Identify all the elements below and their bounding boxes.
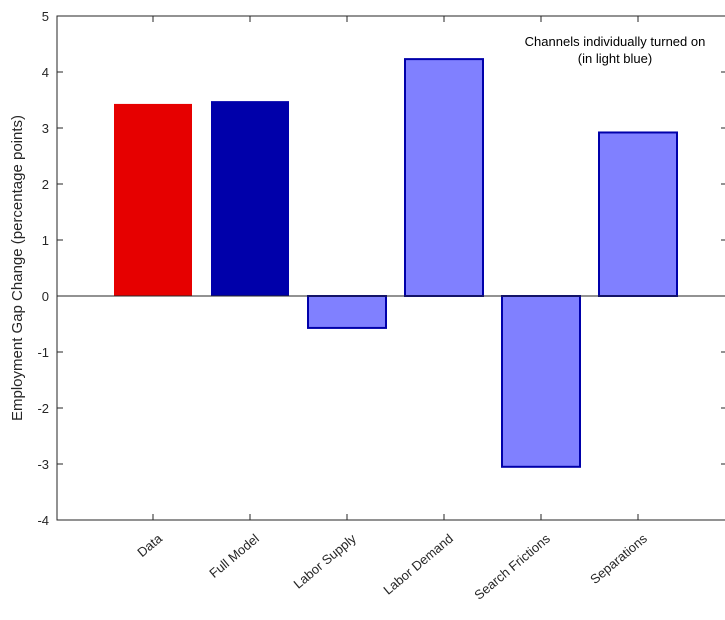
plot-frame xyxy=(56,15,725,521)
y-tick-label: 1 xyxy=(42,233,49,248)
x-tick-label: Labor Supply xyxy=(291,530,360,591)
bar-search-frictions xyxy=(501,295,581,468)
x-tick-label: Labor Demand xyxy=(380,531,456,598)
annotation-line-2: (in light blue) xyxy=(578,51,652,66)
x-tick-label: Full Model xyxy=(206,531,262,581)
bar-labor-supply xyxy=(307,295,387,329)
x-tick-label: Separations xyxy=(587,530,650,586)
y-tick-label: 3 xyxy=(42,121,49,136)
y-tick-label: -3 xyxy=(37,457,49,472)
plot-area: -4 -3 -2 -1 0 1 2 3 4 5 Data Full Model Labor Suppl… xyxy=(37,9,725,603)
y-tick-label: 5 xyxy=(42,9,49,24)
bars xyxy=(114,58,678,468)
y-tick-label: 0 xyxy=(42,289,49,304)
y-tick-label: 4 xyxy=(42,65,49,80)
annotation-line-1: Channels individually turned on xyxy=(525,34,706,49)
y-tick-label: -2 xyxy=(37,401,49,416)
bar-full-model xyxy=(211,101,289,297)
bar-data xyxy=(114,103,192,296)
y-axis-title: Employment Gap Change (percentage points… xyxy=(9,115,26,421)
bar-separations xyxy=(598,131,678,297)
x-tick-label: Data xyxy=(134,530,165,560)
x-tick-label: Search Frictions xyxy=(471,530,553,602)
y-tick-label: -1 xyxy=(37,345,49,360)
y-tick-label: -4 xyxy=(37,513,49,528)
y-axis-ticks: -4 -3 -2 -1 0 1 2 3 4 5 xyxy=(37,9,725,528)
y-tick-label: 2 xyxy=(42,177,49,192)
bar-labor-demand xyxy=(404,58,484,298)
